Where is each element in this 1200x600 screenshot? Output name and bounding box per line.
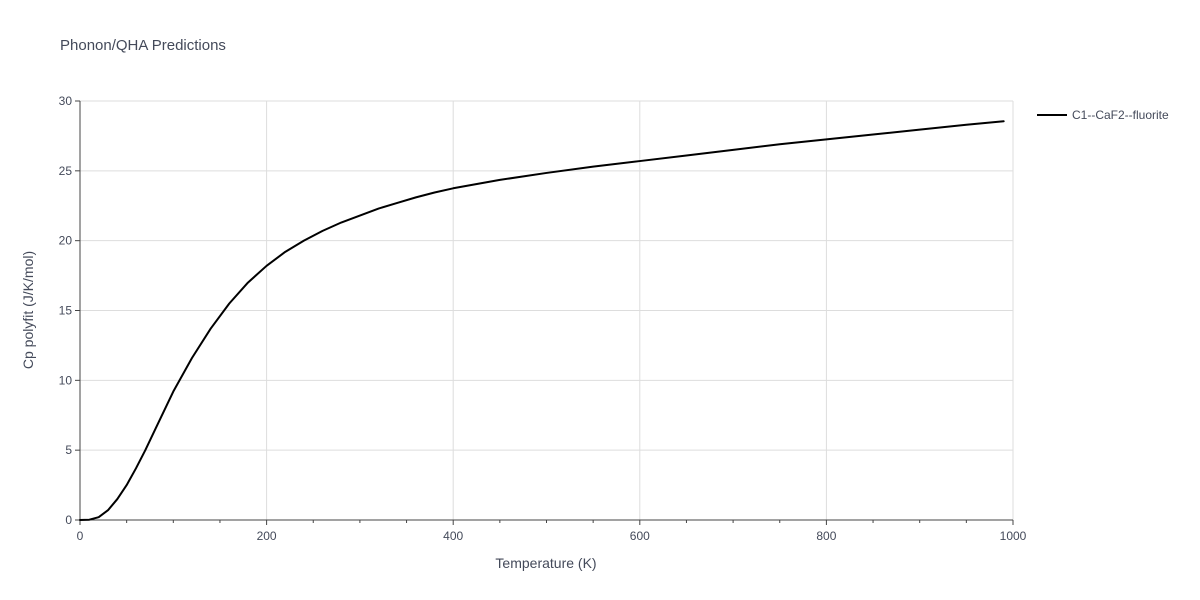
x-tick-label: 600 [630, 529, 650, 543]
grid-lines [80, 100, 1014, 520]
y-tick-label: 0 [65, 513, 72, 527]
legend-label: C1--CaF2--fluorite [1072, 108, 1169, 122]
y-tick-label: 20 [59, 234, 73, 248]
axes [75, 100, 1014, 525]
x-tick-label: 800 [816, 529, 836, 543]
chart-title: Phonon/QHA Predictions [60, 37, 226, 54]
x-tick-label: 0 [77, 529, 84, 543]
plot-area [79, 120, 1005, 521]
y-tick-label: 25 [59, 164, 73, 178]
legend[interactable]: C1--CaF2--fluorite [1037, 108, 1169, 122]
y-tick-label: 30 [59, 94, 73, 108]
series-line [79, 120, 1005, 521]
x-tick-label: 200 [257, 529, 277, 543]
x-tick-label: 400 [443, 529, 463, 543]
x-tick-label: 1000 [1000, 529, 1027, 543]
y-tick-label: 15 [59, 304, 73, 318]
y-tick-label: 10 [59, 373, 73, 387]
tick-labels: 0 200 400 600 800 1000 0 5 10 15 20 25 30 [59, 94, 1027, 543]
x-axis-title: Temperature (K) [495, 555, 596, 571]
y-tick-label: 5 [65, 443, 72, 457]
y-axis-title: Cp polyfit (J/K/mol) [20, 251, 36, 369]
